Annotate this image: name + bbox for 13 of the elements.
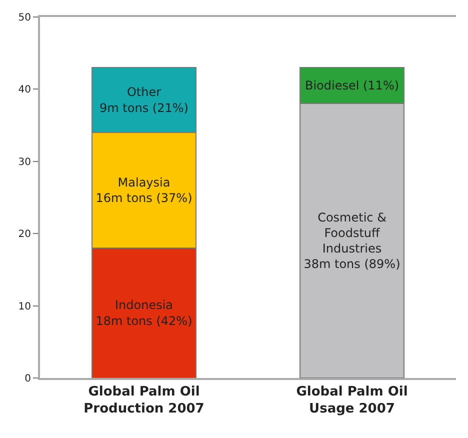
y-tick-label: 20	[18, 229, 31, 240]
x-tick-label: Global Palm Oil Production 2007	[84, 384, 204, 416]
series-label: Malaysia 16m tons (37%)	[96, 175, 192, 206]
y-tick-label: 50	[18, 12, 31, 24]
x-tick-label: Global Palm Oil Usage 2007	[296, 384, 408, 416]
y-tick-label: 40	[18, 84, 31, 96]
series-label: Other 9m tons (21%)	[100, 85, 188, 115]
y-tick-label: 10	[18, 301, 31, 312]
series-label: Biodiesel (11%)	[304, 78, 400, 93]
y-tick-label: 30	[18, 156, 31, 168]
series-label: Cosmetic & Foodstuff Industries 38m tons (89%)	[304, 210, 400, 272]
series-label: Indonesia 18m tons (42%)	[96, 298, 192, 328]
y-tick-label: 0	[24, 374, 31, 384]
